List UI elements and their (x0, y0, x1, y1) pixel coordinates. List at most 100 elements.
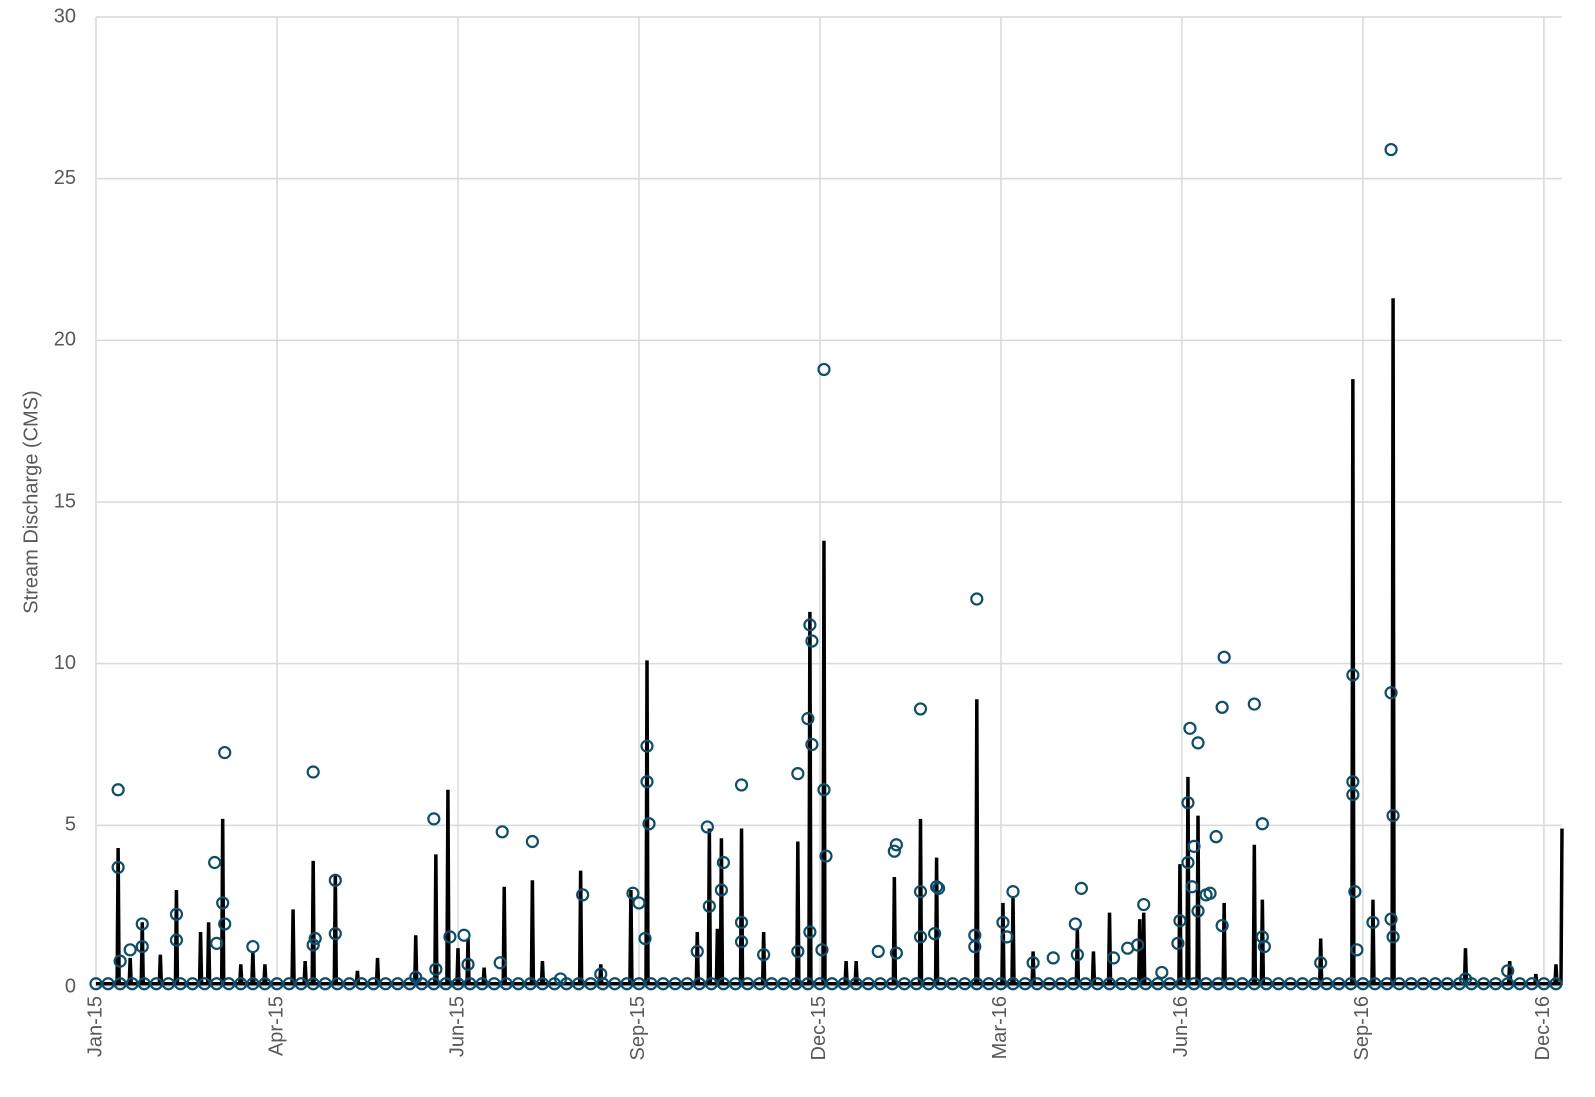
data-point (803, 925, 817, 939)
data-point (690, 944, 704, 959)
x-tick-label: Mar-16 (989, 996, 1011, 1059)
data-point (1215, 700, 1229, 714)
data-point (1000, 930, 1014, 944)
data-point (1106, 951, 1121, 965)
data-point (887, 844, 901, 858)
data-point (1173, 914, 1187, 928)
data-point (626, 886, 640, 900)
data-point (1131, 938, 1145, 952)
data-point (218, 917, 232, 931)
data-point (429, 962, 443, 976)
data-point (135, 917, 149, 931)
data-point (791, 766, 805, 781)
data-point (638, 931, 652, 946)
data-point (135, 939, 149, 954)
data-point (803, 618, 817, 632)
data-point (1384, 686, 1398, 700)
x-tick-label: Jun-16 (1170, 996, 1192, 1057)
data-point (306, 938, 320, 952)
data-point (1137, 897, 1151, 912)
data-point (801, 712, 815, 726)
data-point (208, 855, 222, 870)
data-point (702, 899, 716, 913)
data-point (1183, 721, 1197, 735)
data-point (1187, 839, 1201, 853)
data-point (1215, 918, 1229, 933)
data-point (1155, 965, 1169, 980)
data-point (169, 933, 184, 947)
data-point (328, 873, 342, 887)
data-point (1074, 881, 1088, 895)
data-point (791, 944, 805, 959)
data-point (716, 855, 731, 870)
x-tick-label: Sep-15 (627, 996, 649, 1061)
data-point (493, 956, 507, 970)
discharge-line (96, 298, 1564, 986)
data-point (1384, 142, 1398, 157)
data-point (461, 957, 475, 971)
y-tick-label: 5 (65, 814, 76, 836)
data-point (714, 883, 729, 897)
data-point (815, 943, 829, 957)
data-point (996, 915, 1010, 929)
data-point (308, 931, 322, 946)
data-point (1070, 948, 1084, 962)
data-point (1366, 915, 1380, 929)
data-point (913, 702, 928, 716)
data-point (246, 939, 260, 954)
y-tick-label: 25 (54, 167, 76, 189)
data-point (642, 817, 656, 831)
data-point (1350, 943, 1364, 957)
data-point (210, 936, 224, 950)
data-point (576, 888, 590, 902)
x-tick-label: Dec-15 (808, 996, 830, 1060)
data-point (1386, 809, 1400, 823)
data-point (734, 915, 749, 929)
data-point (1006, 885, 1020, 899)
data-point (640, 775, 654, 789)
data-point (889, 946, 903, 960)
data-point (889, 838, 903, 852)
data-point (929, 880, 944, 894)
data-point (1191, 904, 1205, 918)
data-point (1348, 885, 1362, 899)
data-point (757, 948, 771, 962)
x-tick-label: Jun-15 (446, 996, 468, 1057)
x-tick-label: Sep-16 (1351, 996, 1373, 1061)
data-point (1181, 855, 1195, 870)
data-point (1217, 650, 1231, 664)
y-tick-label: 30 (54, 5, 76, 27)
data-point (734, 935, 749, 949)
data-point (1346, 788, 1360, 802)
data-point (443, 930, 457, 944)
data-point (1046, 951, 1060, 965)
data-point (1209, 830, 1223, 844)
data-point (306, 765, 320, 779)
data-point (111, 860, 125, 874)
data-point (805, 737, 819, 752)
data-point (1501, 964, 1515, 978)
data-point (970, 592, 984, 606)
data-point (1068, 917, 1082, 931)
data-point (113, 954, 127, 968)
data-point (525, 834, 539, 849)
data-point (819, 849, 833, 863)
plot (89, 142, 1564, 991)
data-point (817, 783, 831, 797)
data-point (111, 783, 125, 797)
data-point (495, 825, 509, 839)
data-point (457, 928, 471, 942)
data-point (1257, 939, 1271, 954)
data-point (123, 943, 137, 957)
data-point (1346, 775, 1360, 789)
data-point (216, 896, 230, 910)
data-point (927, 927, 942, 941)
x-tick-label: Jan-15 (84, 996, 106, 1057)
data-point (931, 881, 946, 895)
data-point (1386, 930, 1400, 944)
data-point (817, 362, 831, 377)
data-point (700, 820, 714, 834)
y-tick-label: 10 (54, 652, 76, 674)
data-point (1191, 736, 1205, 750)
